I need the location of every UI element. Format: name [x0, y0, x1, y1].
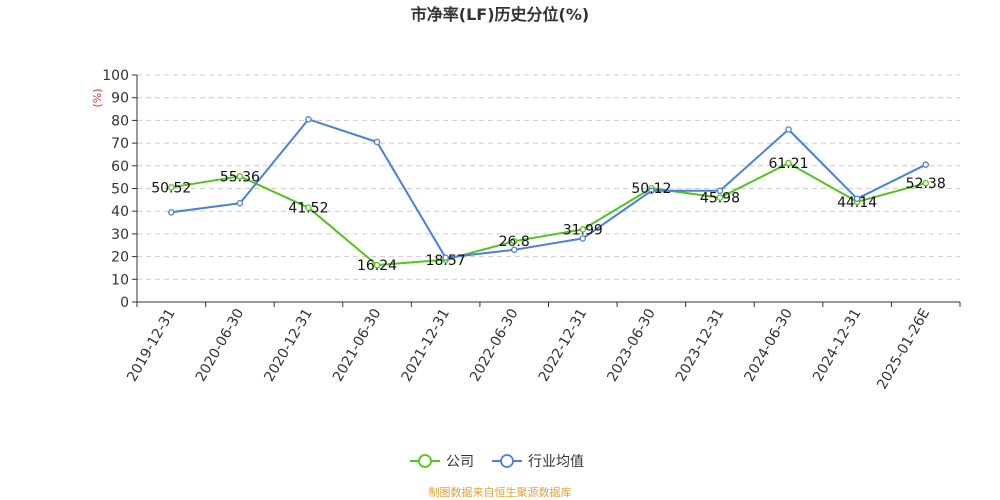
series-point-1 — [305, 116, 312, 123]
series-point-0 — [579, 226, 587, 233]
legend-marker-1 — [500, 454, 514, 468]
series-point-0 — [922, 179, 929, 187]
data-label: 52.38 — [906, 176, 946, 192]
series-point-1 — [373, 138, 381, 146]
series-point-1 — [648, 187, 655, 195]
x-tick-label: 2022-12-31 — [536, 306, 591, 384]
series-point-0 — [510, 237, 518, 245]
y-tick-label: 60 — [111, 159, 129, 175]
y-tick-label: 80 — [111, 113, 129, 129]
series-point-0 — [305, 204, 312, 211]
x-tick-label: 2023-12-31 — [673, 306, 728, 384]
y-tick-label: 40 — [111, 204, 129, 220]
legend-label-0: 公司 — [446, 454, 474, 470]
x-tick-label: 2021-12-31 — [399, 306, 454, 384]
x-tick-label: 2024-06-30 — [741, 306, 796, 384]
x-tick-label: 2022-06-30 — [467, 306, 522, 384]
legend: 公司 行业均值 — [410, 454, 584, 470]
x-tick-label: 2025-01-26E — [874, 306, 933, 392]
data-label: 16.24 — [357, 258, 397, 274]
data-labels: 50.52 55.36 41.52 16.24 18.57 26.8 31.99 50.12 4… — [151, 156, 946, 274]
y-tick-label: 50 — [111, 182, 129, 198]
y-tick-label: 70 — [111, 136, 129, 152]
series-layer — [168, 116, 929, 269]
series-point-1 — [579, 235, 587, 242]
legend-label-1: 行业均值 — [528, 454, 584, 470]
legend-marker-0 — [418, 454, 432, 468]
gridlines — [137, 74, 960, 280]
source-note: 制图数据来自恒生聚源数据库 — [429, 485, 572, 499]
chart-title: 市净率(LF)历史分位(%) — [411, 5, 589, 24]
x-tick-label: 2021-06-30 — [330, 306, 385, 384]
data-label: 44.14 — [837, 195, 877, 211]
data-label: 45.98 — [700, 191, 740, 207]
data-label: 26.8 — [499, 234, 530, 250]
y-tick-label: 20 — [111, 250, 129, 266]
series-point-1 — [510, 246, 518, 254]
series-point-1 — [853, 195, 861, 202]
y-tick-label: 100 — [102, 68, 129, 84]
series-point-1 — [442, 254, 449, 261]
series-line-0 — [171, 162, 926, 267]
axes: 0 10 20 30 40 50 60 70 80 90 100 2019-12-31 2020-06-… — [102, 68, 961, 392]
x-tick-label: 2023-06-30 — [604, 306, 659, 384]
data-label: 41.52 — [288, 201, 328, 217]
data-label: 18.57 — [426, 253, 466, 269]
y-axis-unit-label: (%) — [91, 88, 104, 107]
data-label: 61.21 — [768, 156, 808, 172]
y-tick-label: 30 — [111, 227, 129, 243]
series-point-1 — [785, 126, 792, 133]
x-tick-label: 2020-06-30 — [193, 306, 248, 384]
series-point-0 — [236, 173, 244, 180]
series-point-1 — [922, 161, 929, 168]
series-point-0 — [373, 261, 381, 269]
x-tick-label: 2024-12-31 — [810, 306, 865, 384]
series-point-1 — [236, 200, 244, 207]
x-tick-label: 2019-12-31 — [124, 306, 179, 384]
x-tick-label: 2020-12-31 — [261, 306, 316, 384]
data-label: 50.12 — [631, 181, 671, 197]
y-tick-label: 0 — [120, 295, 129, 311]
y-tick-label: 10 — [111, 272, 129, 288]
data-label: 55.36 — [220, 169, 260, 185]
series-point-0 — [168, 184, 175, 191]
series-point-0 — [716, 194, 724, 201]
series-point-0 — [785, 159, 792, 167]
series-point-1 — [168, 209, 175, 216]
series-line-1 — [171, 118, 927, 259]
data-label: 31.99 — [563, 222, 603, 238]
data-label: 50.52 — [151, 180, 191, 196]
series-point-1 — [716, 187, 724, 195]
y-tick-label: 90 — [111, 91, 129, 107]
